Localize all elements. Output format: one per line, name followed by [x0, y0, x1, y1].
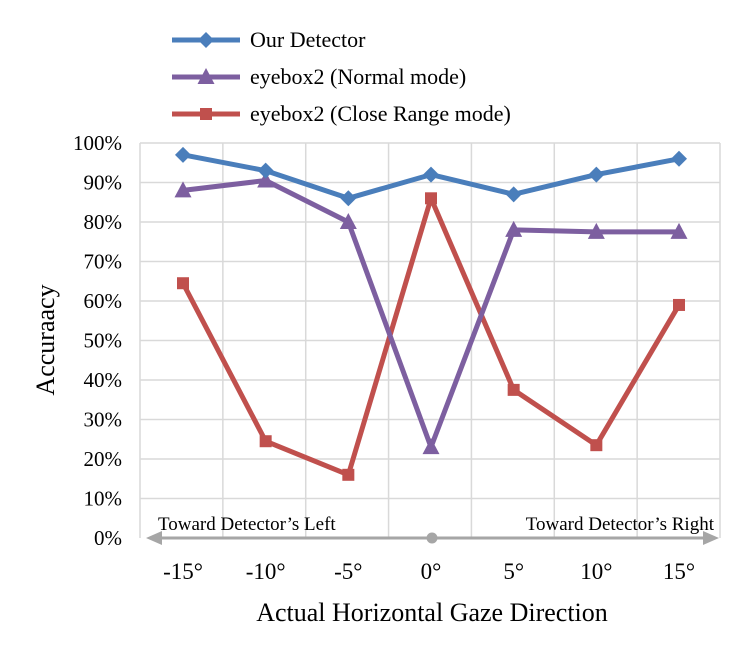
legend-marker: [197, 68, 215, 84]
y-tick-label: 0%: [94, 526, 122, 550]
y-tick-label: 80%: [84, 210, 123, 234]
y-tick-label: 90%: [84, 171, 123, 195]
data-point: [422, 438, 440, 455]
legend-item: Our Detector: [172, 27, 366, 52]
legend-label: Our Detector: [250, 27, 366, 52]
series-0: [175, 146, 687, 207]
series-layer: [174, 146, 688, 481]
y-tick-label: 30%: [84, 408, 123, 432]
data-point: [423, 166, 439, 183]
data-point: [259, 435, 272, 448]
y-tick-label: 100%: [73, 131, 122, 155]
x-tick-label: 15°: [663, 559, 695, 584]
legend: Our Detector eyebox2 (Normal mode) eyebox2…: [172, 27, 511, 126]
x-tick-label: -10°: [246, 559, 286, 584]
x-tick-label: 10°: [580, 559, 612, 584]
legend-item: eyebox2 (Normal mode): [172, 64, 466, 89]
direction-arrow: [146, 531, 719, 545]
x-tick-label: 0°: [421, 559, 442, 584]
data-point: [507, 383, 520, 396]
data-point: [588, 166, 605, 183]
x-axis-label: Actual Horizontal Gaze Direction: [256, 598, 608, 627]
series-1: [174, 171, 688, 455]
data-point: [257, 162, 274, 179]
series-2: [177, 192, 685, 481]
data-point: [505, 220, 523, 237]
x-tick-label: -5°: [334, 559, 362, 584]
y-tick-label: 60%: [84, 289, 123, 313]
legend-marker: [200, 108, 212, 120]
y-tick-label: 10%: [84, 487, 123, 511]
data-point: [590, 439, 603, 452]
data-point: [425, 192, 437, 205]
data-point: [342, 468, 355, 481]
data-point: [175, 146, 191, 163]
data-point: [340, 190, 357, 207]
left-arrow-head: [146, 531, 162, 545]
y-tick-label: 70%: [84, 250, 123, 274]
data-point: [177, 277, 189, 290]
x-tick-label: -15°: [163, 559, 203, 584]
legend-item: eyebox2 (Close Range mode): [172, 101, 511, 126]
y-tick-label: 20%: [84, 447, 123, 471]
data-point: [339, 213, 357, 229]
x-tick-label: 5°: [503, 559, 524, 584]
x-tick-labels: -15° -10° -5° 0° 5° 10° 15°: [163, 559, 695, 584]
data-point: [671, 150, 687, 167]
y-tick-label: 40%: [84, 368, 123, 392]
center-dot: [426, 532, 438, 544]
right-arrow-head: [703, 531, 719, 545]
annotation-left: Toward Detector’s Left: [158, 514, 336, 535]
data-point: [673, 298, 685, 311]
legend-label: eyebox2 (Close Range mode): [250, 101, 511, 126]
y-tick-label: 50%: [84, 329, 123, 353]
y-axis-label: Accuraacy: [31, 284, 60, 395]
data-point: [505, 186, 522, 203]
legend-marker: [198, 32, 214, 48]
annotation-right: Toward Detector’s Right: [526, 514, 715, 535]
data-point: [174, 181, 192, 198]
legend-label: eyebox2 (Normal mode): [250, 64, 466, 89]
data-point: [587, 222, 605, 239]
y-tick-labels: 0% 10% 20% 30% 40% 50% 60% 70% 80% 90% 100%: [73, 131, 122, 550]
data-point: [257, 171, 275, 188]
data-point: [670, 222, 688, 239]
